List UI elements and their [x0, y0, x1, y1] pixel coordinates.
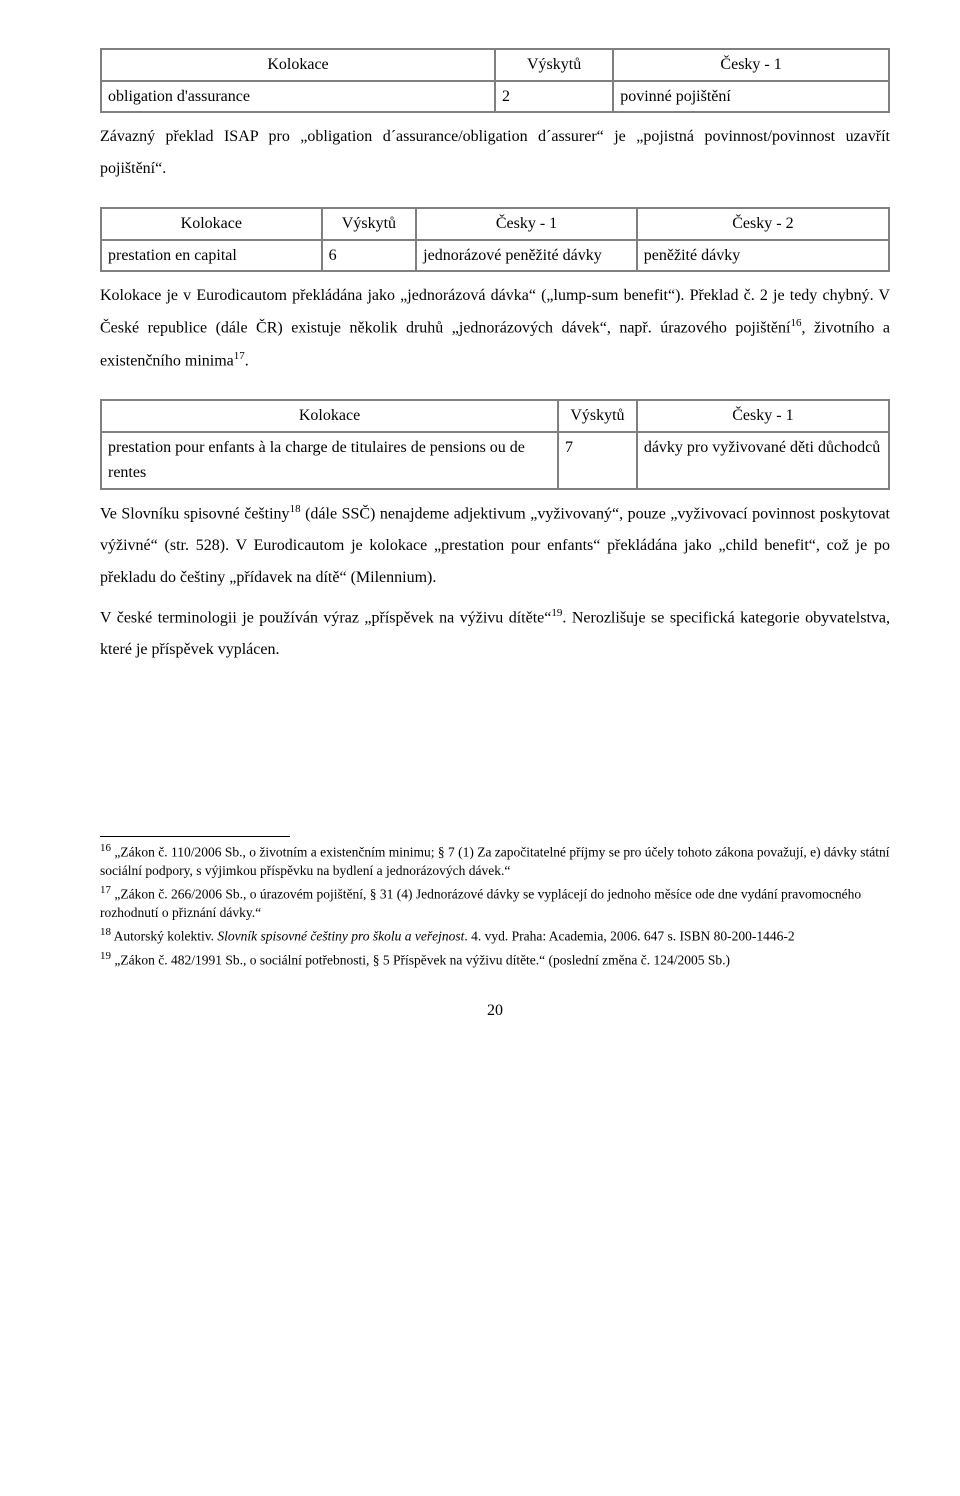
- footnote-num: 17: [100, 884, 111, 896]
- col-cesky1: Česky - 1: [416, 208, 637, 240]
- table-row: prestation pour enfants à la charge de t…: [101, 432, 889, 489]
- cell-kolokace: prestation en capital: [101, 240, 322, 272]
- cell-kolokace: obligation d'assurance: [101, 81, 495, 113]
- footnote-ref-19: 19: [551, 607, 562, 619]
- footnote-text: Autorský kolektiv.: [111, 929, 217, 944]
- footnote-19: 19 „Zákon č. 482/1991 Sb., o sociální po…: [100, 949, 890, 970]
- text: .: [245, 352, 249, 369]
- footnotes-block: 16 „Zákon č. 110/2006 Sb., o životním a …: [100, 841, 890, 969]
- footnote-ref-16: 16: [790, 317, 801, 329]
- table-row: obligation d'assurance 2 povinné pojiště…: [101, 81, 889, 113]
- footnote-num: 18: [100, 926, 111, 938]
- col-vyskytu: Výskytů: [495, 49, 613, 81]
- footnote-separator: [100, 836, 290, 837]
- footnote-text: „Zákon č. 110/2006 Sb., o životním a exi…: [100, 845, 890, 878]
- footnote-num: 19: [100, 950, 111, 962]
- text: Kolokace je v Eurodicautom překládána ja…: [100, 287, 890, 336]
- footnote-text: „Zákon č. 266/2006 Sb., o úrazovém pojiš…: [100, 887, 861, 920]
- col-cesky1: Česky - 1: [613, 49, 889, 81]
- cell-cesky1: dávky pro vyživované děti důchodců: [637, 432, 889, 489]
- col-vyskytu: Výskytů: [322, 208, 417, 240]
- footnote-18: 18 Autorský kolektiv. Slovník spisovné č…: [100, 925, 890, 946]
- table-row: prestation en capital 6 jednorázové peně…: [101, 240, 889, 272]
- cell-cesky1: jednorázové peněžité dávky: [416, 240, 637, 272]
- table-prestation-enfants: Kolokace Výskytů Česky - 1 prestation po…: [100, 399, 890, 490]
- col-cesky2: Česky - 2: [637, 208, 889, 240]
- page-number: 20: [100, 998, 890, 1024]
- cell-vyskytu: 6: [322, 240, 417, 272]
- cell-cesky2: peněžité dávky: [637, 240, 889, 272]
- footnote-num: 16: [100, 842, 111, 854]
- text: V české terminologii je používán výraz „…: [100, 609, 551, 626]
- col-kolokace: Kolokace: [101, 400, 558, 432]
- table-obligation: Kolokace Výskytů Česky - 1 obligation d'…: [100, 48, 890, 113]
- col-vyskytu: Výskytů: [558, 400, 637, 432]
- text: Ve Slovníku spisovné češtiny: [100, 505, 290, 522]
- footnote-17: 17 „Zákon č. 266/2006 Sb., o úrazovém po…: [100, 883, 890, 922]
- cell-vyskytu: 7: [558, 432, 637, 489]
- paragraph-4: V české terminologii je používán výraz „…: [100, 602, 890, 666]
- paragraph-2: Kolokace je v Eurodicautom překládána ja…: [100, 280, 890, 377]
- cell-cesky1: povinné pojištění: [613, 81, 889, 113]
- table-row: Kolokace Výskytů Česky - 1: [101, 49, 889, 81]
- footnote-italic: Slovník spisovné češtiny pro školu a veř…: [217, 929, 464, 944]
- footnote-text: „Zákon č. 482/1991 Sb., o sociální potře…: [111, 953, 730, 968]
- footnote-text: . 4. vyd. Praha: Academia, 2006. 647 s. …: [464, 929, 794, 944]
- table-row: Kolokace Výskytů Česky - 1 Česky - 2: [101, 208, 889, 240]
- cell-vyskytu: 2: [495, 81, 613, 113]
- footnote-16: 16 „Zákon č. 110/2006 Sb., o životním a …: [100, 841, 890, 880]
- footnote-ref-17: 17: [234, 350, 245, 362]
- col-kolokace: Kolokace: [101, 208, 322, 240]
- table-row: Kolokace Výskytů Česky - 1: [101, 400, 889, 432]
- cell-kolokace: prestation pour enfants à la charge de t…: [101, 432, 558, 489]
- paragraph-1: Závazný překlad ISAP pro „obligation d´a…: [100, 121, 890, 185]
- footnote-ref-18: 18: [290, 503, 301, 515]
- paragraph-3: Ve Slovníku spisovné češtiny18 (dále SSČ…: [100, 498, 890, 594]
- col-kolokace: Kolokace: [101, 49, 495, 81]
- table-prestation-capital: Kolokace Výskytů Česky - 1 Česky - 2 pre…: [100, 207, 890, 272]
- col-cesky1: Česky - 1: [637, 400, 889, 432]
